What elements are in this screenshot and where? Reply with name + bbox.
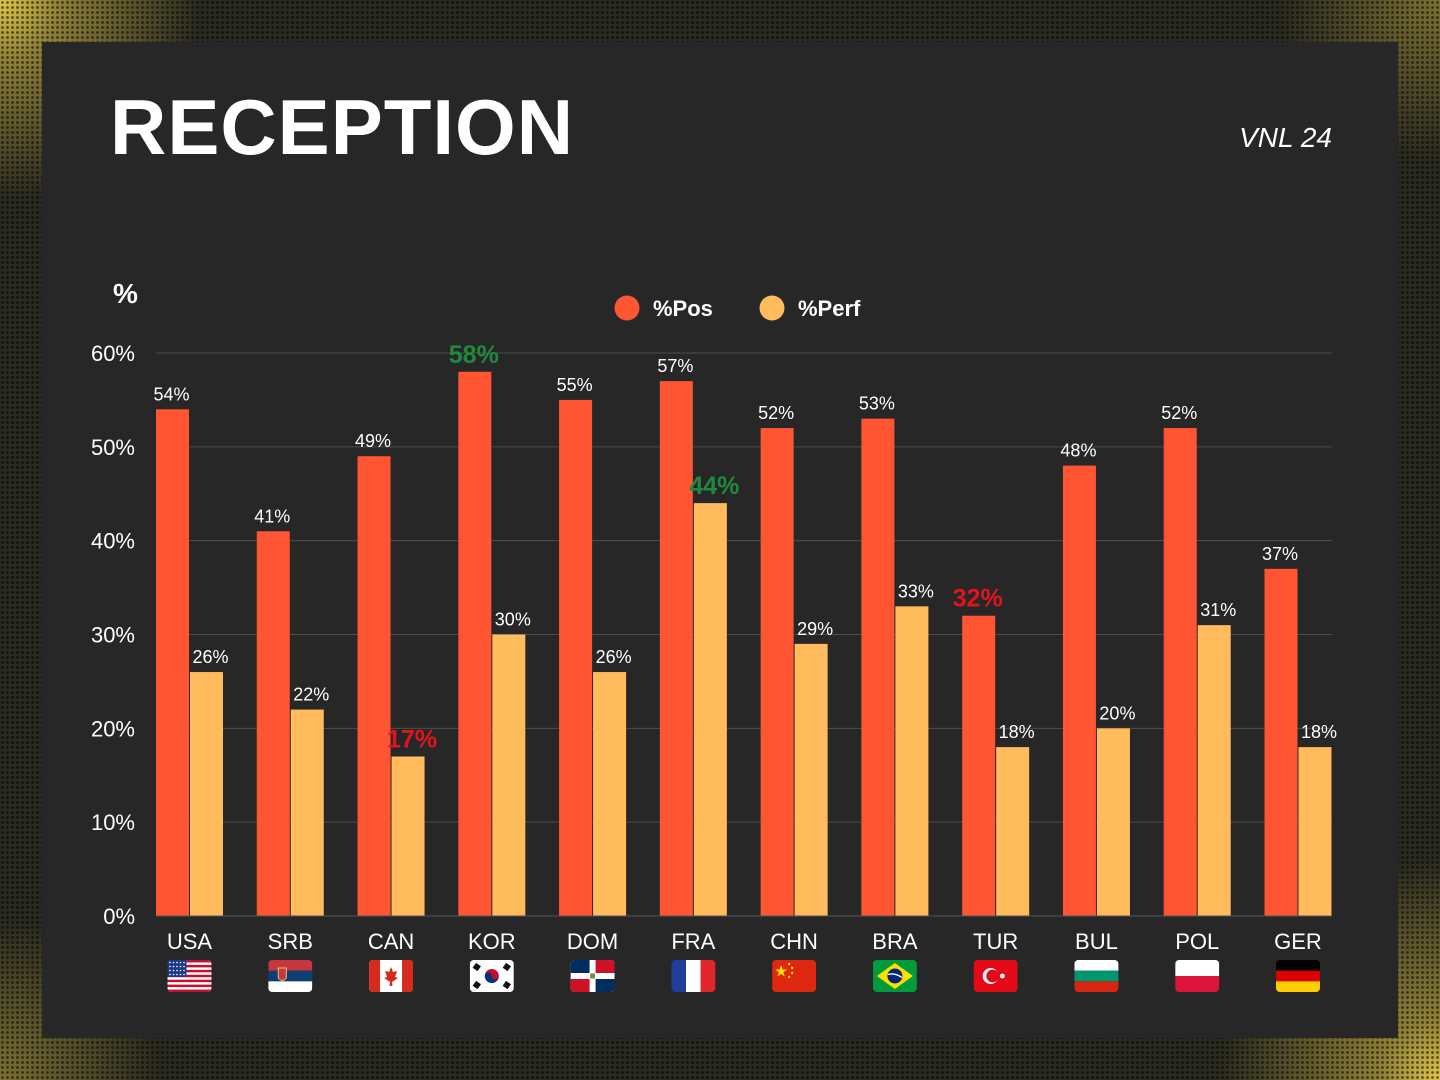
page-title: RECEPTION (110, 83, 575, 171)
bar (962, 615, 996, 916)
legend-label: %Pos (653, 296, 713, 321)
legend-label: %Perf (798, 296, 861, 321)
bar (794, 643, 828, 916)
data-label: 17% (387, 725, 437, 753)
bar (1264, 568, 1298, 916)
us-flag-icon (167, 960, 212, 992)
data-label: 37% (1262, 544, 1298, 564)
bar (156, 409, 189, 916)
data-label: 18% (1301, 722, 1337, 742)
y-tick-label: 0% (103, 904, 135, 929)
y-tick-label: 20% (91, 716, 135, 741)
korea-flag-icon (469, 960, 514, 992)
serbia-flag-icon (268, 960, 313, 992)
bar (1197, 625, 1231, 916)
china-flag-icon (772, 960, 817, 992)
bar (357, 456, 391, 916)
data-label: 33% (898, 581, 934, 601)
x-tick-label: DOM (567, 929, 618, 954)
x-tick-label: CAN (368, 929, 414, 954)
x-tick-label: GER (1274, 929, 1322, 954)
data-label: 29% (797, 619, 833, 639)
bar (693, 503, 727, 916)
bar (895, 606, 929, 916)
data-label: 41% (254, 506, 290, 526)
data-label: 52% (758, 403, 794, 423)
data-label: 57% (657, 356, 693, 376)
data-label: 31% (1200, 600, 1236, 620)
y-tick-label: 40% (91, 529, 135, 554)
x-tick-label: TUR (973, 929, 1018, 954)
data-label: 26% (192, 647, 228, 667)
x-tick-label: BRA (872, 929, 918, 954)
y-tick-label: 10% (91, 810, 135, 835)
y-tick-label: 30% (91, 623, 135, 648)
page-subtitle: VNL 24 (1239, 122, 1332, 153)
data-label: 20% (1099, 703, 1135, 723)
bar (559, 399, 593, 917)
bar (1298, 747, 1332, 916)
bar (861, 418, 895, 916)
x-tick-label: KOR (468, 929, 516, 954)
germany-flag-icon (1275, 960, 1320, 992)
data-label: 48% (1060, 441, 1096, 461)
y-tick-label: 60% (91, 341, 135, 366)
data-label: 26% (596, 647, 632, 667)
data-label: 55% (557, 375, 593, 395)
legend-marker (759, 295, 785, 321)
bar (492, 634, 526, 916)
x-tick-label: SRB (268, 929, 313, 954)
bar (391, 756, 425, 916)
bar (256, 531, 290, 916)
data-label: 54% (153, 384, 189, 404)
y-tick-label: 50% (91, 435, 135, 460)
y-axis-label: % (113, 278, 138, 309)
legend-marker (614, 295, 640, 321)
data-label: 32% (953, 585, 1003, 613)
data-label: 44% (689, 472, 739, 500)
bar (760, 428, 794, 916)
x-tick-label: CHN (770, 929, 818, 954)
bar (458, 371, 492, 916)
data-label: 30% (495, 610, 531, 630)
canada-flag-icon (369, 960, 414, 992)
poland-flag-icon (1175, 960, 1220, 992)
bar (1062, 465, 1096, 916)
bar (190, 672, 223, 916)
x-tick-label: POL (1175, 929, 1219, 954)
turkey-flag-icon (973, 960, 1018, 992)
data-label: 53% (859, 394, 895, 414)
bar (593, 672, 627, 916)
france-flag-icon (671, 960, 716, 992)
data-label: 18% (999, 722, 1035, 742)
bar (659, 381, 693, 916)
bar (1163, 428, 1197, 916)
data-label: 49% (355, 431, 391, 451)
brazil-flag-icon (872, 960, 917, 992)
data-label: 58% (449, 341, 499, 369)
x-tick-label: BUL (1075, 929, 1118, 954)
x-tick-label: USA (167, 929, 213, 954)
bulgaria-flag-icon (1074, 960, 1119, 992)
bar (290, 709, 324, 916)
bar (996, 747, 1030, 916)
data-label: 52% (1161, 403, 1197, 423)
dominican-flag-icon (570, 960, 615, 992)
bar (1096, 728, 1130, 916)
x-tick-label: FRA (671, 929, 715, 954)
data-label: 22% (293, 685, 329, 705)
